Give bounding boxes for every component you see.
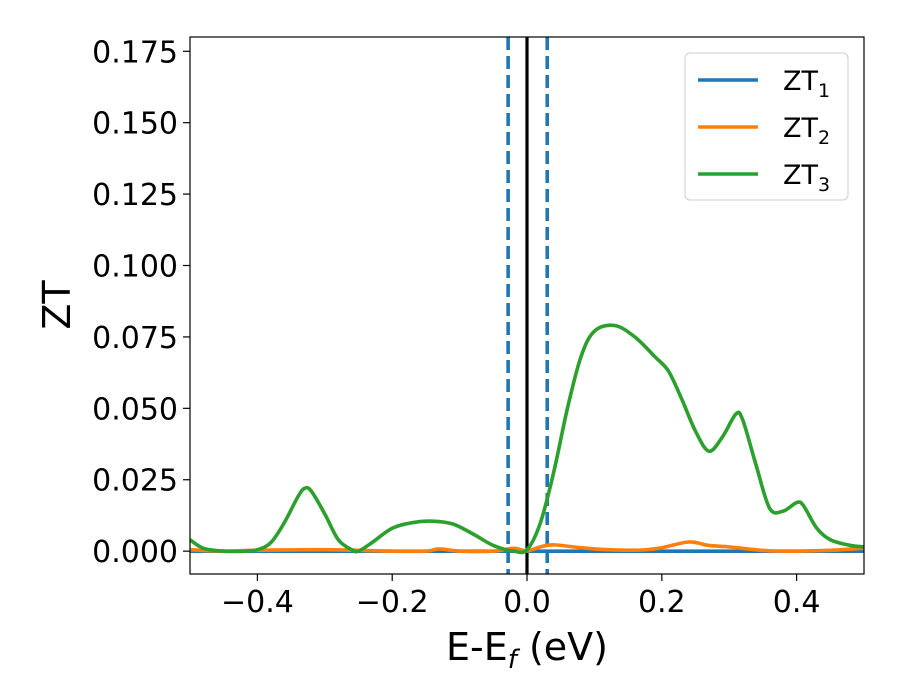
y-tick-label: 0.125	[92, 178, 178, 213]
x-axis-title: E-Ef (eV)	[446, 625, 608, 675]
x-tick-label: 0.2	[638, 585, 686, 620]
x-axis: −0.4 −0.2 0.0 0.2 0.4	[221, 574, 820, 620]
y-axis-title: ZT	[35, 280, 79, 330]
x-tick-label: −0.4	[221, 585, 294, 620]
y-tick-label: 0.100	[92, 250, 178, 285]
y-tick-label: 0.150	[92, 107, 178, 142]
x-axis-title-unit: (eV)	[517, 625, 608, 669]
legend-box	[684, 52, 849, 201]
legend-label-main: ZT	[783, 66, 818, 97]
x-tick-label: 0.4	[773, 585, 821, 620]
legend-label-zt3: ZT3	[783, 160, 830, 196]
vertical-lines	[506, 37, 550, 574]
plot-area	[190, 37, 864, 574]
y-axis: 0.000 0.025 0.050 0.075 0.100 0.125 0.150 0.175	[92, 35, 190, 570]
x-axis-title-main: E-E	[446, 625, 508, 669]
legend-label-zt1: ZT1	[783, 66, 830, 102]
legend-label-main: ZT	[783, 113, 818, 144]
series-line-zt3	[190, 323, 864, 555]
legend-label-sub: 1	[818, 80, 830, 102]
x-tick-label: −0.2	[356, 585, 429, 620]
y-tick-label: 0.000	[92, 535, 178, 570]
x-tick-label: 0.0	[503, 585, 551, 620]
legend-label-sub: 2	[818, 127, 830, 149]
y-tick-label: 0.050	[92, 392, 178, 427]
y-tick-label: 0.075	[92, 321, 178, 356]
series-lines	[190, 323, 864, 555]
legend-label-zt2: ZT2	[783, 113, 830, 149]
y-tick-label: 0.025	[92, 464, 178, 499]
series-line-zt2	[190, 540, 864, 554]
legend-label-sub: 3	[818, 174, 830, 196]
legend-label-main: ZT	[783, 160, 818, 191]
y-tick-label: 0.175	[92, 35, 178, 70]
